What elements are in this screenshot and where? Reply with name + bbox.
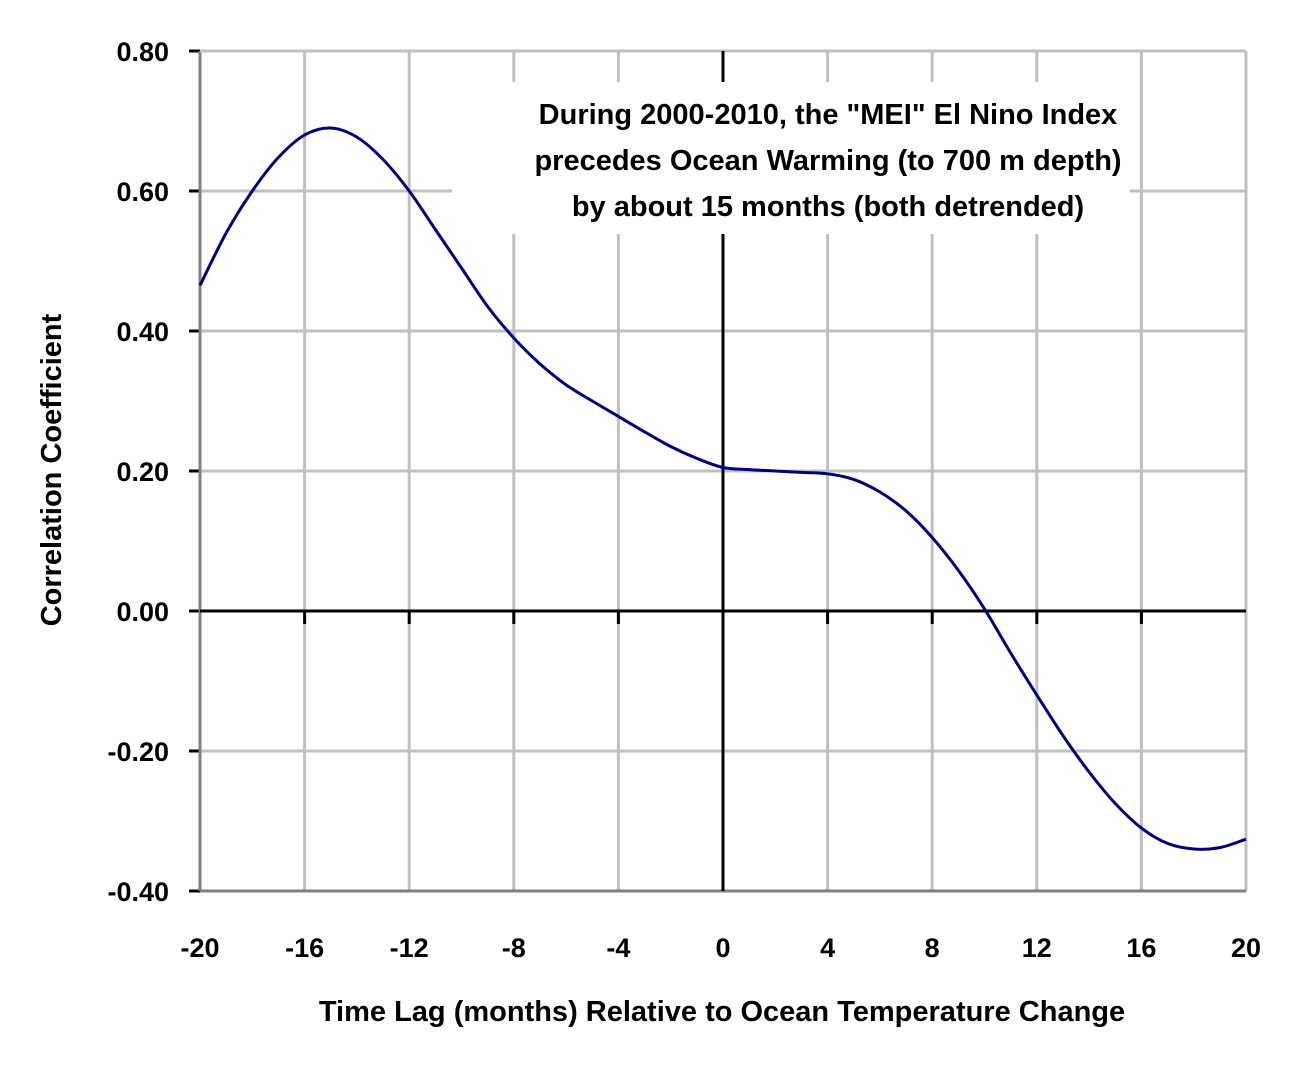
annotation-line: During 2000-2010, the "MEI" El Nino Inde… — [539, 99, 1118, 131]
correlation-series-line — [198, 126, 1247, 851]
x-tick-label: -12 — [390, 933, 429, 963]
series-group — [198, 126, 1247, 851]
y-tick-labels: -0.40 -0.20 0.00 0.20 0.40 0.60 0.80 — [107, 37, 169, 907]
y-axis-title: Correlation Coefficient — [36, 313, 68, 626]
annotation-background — [452, 82, 1130, 234]
x-tick-label: -8 — [502, 933, 526, 963]
x-tick-label: 16 — [1126, 933, 1156, 963]
y-tick-label: -0.20 — [107, 737, 169, 767]
x-tick-label: 8 — [925, 933, 940, 963]
y-tick-label: 0.60 — [116, 177, 169, 207]
x-tick-label: 4 — [820, 933, 835, 963]
annotation-line: by about 15 months (both detrended) — [572, 191, 1084, 223]
axes — [189, 49, 1248, 893]
y-tick-label: 0.20 — [116, 457, 169, 487]
x-tick-label: -16 — [285, 933, 324, 963]
x-tick-label: 12 — [1022, 933, 1052, 963]
x-tick-labels: -20 -16 -12 -8 -4 0 4 8 12 16 20 — [180, 933, 1261, 963]
x-tick-label: 20 — [1231, 933, 1261, 963]
x-tick-label: -20 — [180, 933, 219, 963]
x-tick-label: -4 — [606, 933, 630, 963]
y-tick-label: 0.40 — [116, 317, 169, 347]
x-tick-label: 0 — [715, 933, 730, 963]
y-tick-label: 0.80 — [116, 37, 169, 67]
annotation: During 2000-2010, the "MEI" El Nino Inde… — [452, 82, 1130, 234]
y-tick-label: 0.00 — [116, 597, 169, 627]
y-tick-label: -0.40 — [107, 877, 169, 907]
annotation-line: precedes Ocean Warming (to 700 m depth) — [534, 145, 1121, 177]
x-axis-title: Time Lag (months) Relative to Ocean Temp… — [319, 996, 1125, 1028]
